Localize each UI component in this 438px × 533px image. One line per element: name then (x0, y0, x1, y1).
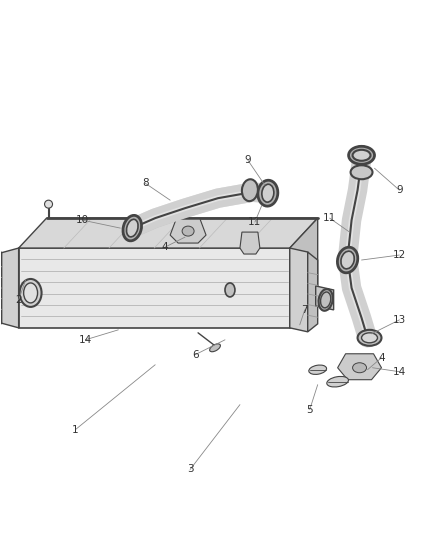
Text: 13: 13 (393, 315, 406, 325)
Text: 6: 6 (192, 350, 198, 360)
Ellipse shape (123, 215, 141, 241)
Ellipse shape (337, 247, 358, 273)
Ellipse shape (20, 279, 42, 307)
Ellipse shape (242, 179, 258, 201)
Text: 1: 1 (72, 425, 79, 434)
Text: 10: 10 (76, 215, 89, 225)
Text: 12: 12 (393, 250, 406, 260)
Polygon shape (0, 248, 19, 328)
Text: 4: 4 (162, 242, 169, 252)
Ellipse shape (321, 292, 331, 308)
Ellipse shape (353, 150, 371, 161)
Text: 9: 9 (244, 155, 251, 165)
Ellipse shape (24, 283, 38, 303)
Ellipse shape (182, 226, 194, 236)
Polygon shape (290, 248, 308, 332)
Ellipse shape (210, 344, 220, 352)
Ellipse shape (127, 219, 138, 237)
Text: 2: 2 (15, 295, 22, 305)
Text: 14: 14 (393, 367, 406, 377)
Polygon shape (19, 218, 318, 248)
Text: 14: 14 (79, 335, 92, 345)
Ellipse shape (341, 251, 354, 269)
Polygon shape (308, 252, 318, 332)
Ellipse shape (361, 333, 378, 343)
Ellipse shape (262, 184, 274, 202)
Text: 11: 11 (323, 213, 336, 223)
Polygon shape (0, 252, 2, 324)
Ellipse shape (357, 330, 381, 346)
Ellipse shape (350, 165, 372, 179)
Text: 7: 7 (301, 305, 308, 315)
Polygon shape (170, 219, 206, 243)
Text: 5: 5 (307, 405, 313, 415)
Ellipse shape (353, 363, 367, 373)
Ellipse shape (349, 147, 374, 164)
Text: 9: 9 (396, 185, 403, 195)
Text: 3: 3 (187, 464, 194, 474)
Polygon shape (338, 354, 381, 379)
Ellipse shape (318, 289, 333, 311)
Ellipse shape (45, 200, 53, 208)
Text: 4: 4 (378, 353, 385, 363)
Polygon shape (240, 232, 260, 254)
Text: 11: 11 (248, 217, 261, 227)
Ellipse shape (327, 376, 349, 387)
Ellipse shape (258, 180, 278, 206)
Ellipse shape (309, 365, 327, 374)
Polygon shape (290, 218, 318, 328)
Ellipse shape (225, 283, 235, 297)
Polygon shape (316, 286, 334, 310)
Polygon shape (19, 248, 290, 328)
Text: 8: 8 (142, 178, 148, 188)
